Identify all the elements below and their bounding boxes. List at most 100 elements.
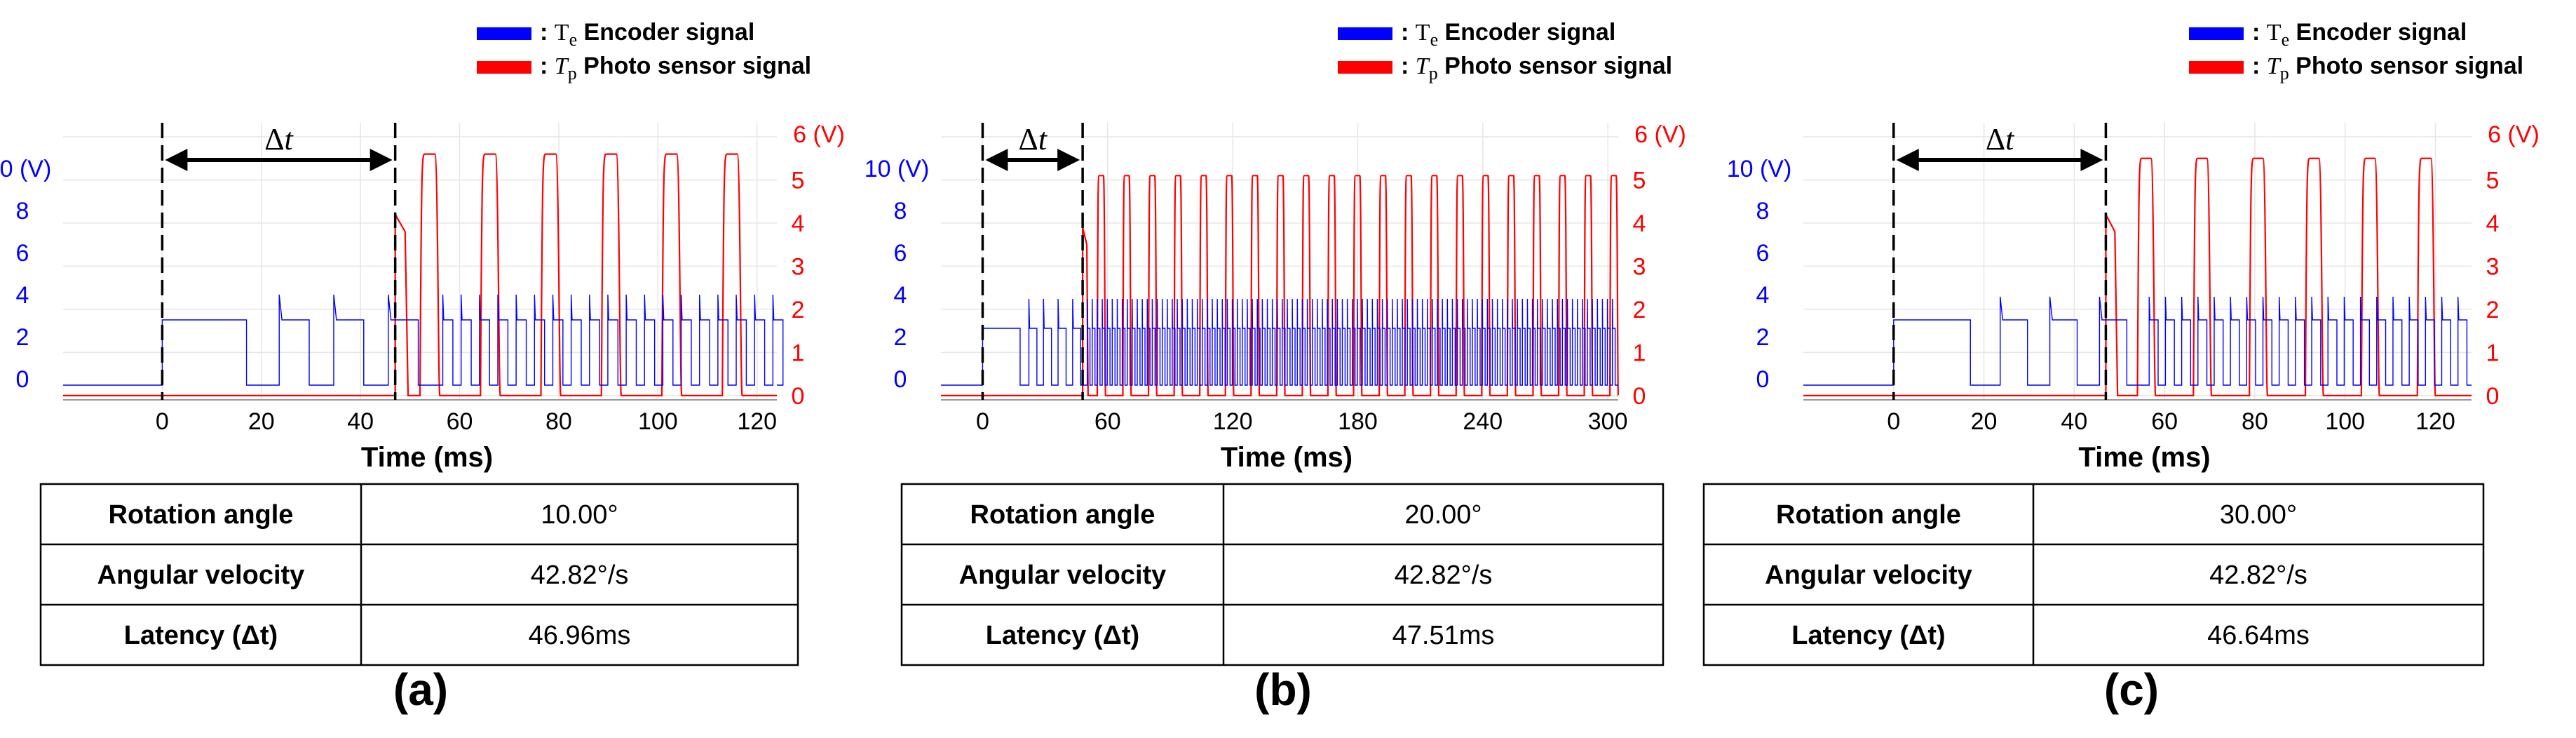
gridlines: [63, 123, 777, 400]
y-left-tick-label: 4: [894, 282, 907, 309]
x-tick-label: 80: [2242, 408, 2268, 435]
y-right-tick-label: 1: [792, 340, 805, 366]
x-tick-label: 40: [347, 408, 374, 435]
y-right-tick-label: 5: [2486, 167, 2500, 194]
legend-label: : Tp Photo sensor signal: [1401, 53, 1672, 83]
legend-swatch: [2189, 61, 2244, 74]
x-tick-label: 20: [1971, 408, 1998, 435]
legend-entry: : Te Encoder signal: [477, 19, 754, 50]
y-right-tick-label: 2: [2486, 297, 2500, 323]
table-row-header: Rotation angle: [1776, 500, 1961, 530]
legend-entry: : Tp Photo sensor signal: [477, 53, 811, 83]
x-tick-label: 60: [2151, 408, 2178, 435]
table-value: 46.64ms: [2207, 621, 2310, 650]
table-row-header: Rotation angle: [109, 500, 294, 530]
legend-label: : Tp Photo sensor signal: [2252, 53, 2523, 83]
x-tick-label: 120: [2415, 408, 2455, 435]
table-value: 30.00°: [2220, 500, 2297, 530]
delta-t-arrowhead-right: [370, 149, 393, 171]
legend-entry: : Tp Photo sensor signal: [1338, 53, 1672, 83]
x-tick-label: 80: [545, 408, 572, 435]
table-border: [39, 483, 799, 666]
photo-sensor-series: [941, 175, 1620, 396]
table-border: [1702, 483, 2485, 666]
x-tick-label: 60: [1094, 408, 1121, 435]
y-left-tick-label: 2: [894, 324, 907, 351]
table-value: 47.51ms: [1392, 621, 1495, 650]
x-tick-label: 0: [156, 408, 169, 435]
y-left-tick-label: 0: [1756, 366, 1770, 393]
encoder-series: [1803, 296, 2472, 386]
table-row-header: Angular velocity: [97, 561, 305, 590]
chart-panel-c: Δt 0 2 4 6 8 10 (V) 0 1 2 3 4 5 6 (V) 0 20 40 60 80 100 120 T…: [1702, 19, 2540, 715]
y-right-tick-label: 1: [1633, 340, 1646, 366]
x-tick-label: 100: [2325, 408, 2365, 435]
table-value: 20.00°: [1404, 500, 1482, 530]
table-row-header: Angular velocity: [959, 561, 1167, 590]
y-right-tick-label: 1: [2486, 340, 2500, 366]
legend-swatch: [2189, 27, 2244, 40]
delta-t-arrowhead-left: [985, 149, 1008, 171]
panel-label: (b): [1254, 664, 1312, 715]
y-left-tick-label: 6: [16, 240, 29, 267]
y-left-tick-label: 8: [894, 198, 907, 224]
y-left-unit-label: 10 (V): [865, 156, 930, 182]
table-row-header: Latency (Δt): [1791, 621, 1945, 650]
delta-t-arrowhead-right: [2080, 149, 2103, 171]
x-axis-label: Time (ms): [361, 442, 493, 473]
x-tick-label: 100: [638, 408, 678, 435]
chart-panel-a: Δt 0 2 4 6 8 10 (V) 0 1 2 3 4 5 6 (V) 0 20 40 60 80 100 120 T…: [0, 19, 845, 715]
table-value: 42.82°/s: [2209, 561, 2307, 590]
y-right-tick-label: 3: [792, 253, 805, 280]
panel-label: (c): [2104, 664, 2159, 715]
delta-t-label: Δt: [1986, 122, 2015, 156]
legend-label: : Te Encoder signal: [540, 19, 754, 50]
y-left-tick-label: 6: [1756, 240, 1770, 267]
table-border: [900, 483, 1665, 666]
info-table: Rotation angle 20.00° Angular velocity 42.8…: [900, 483, 1665, 666]
delta-t-arrowhead-left: [1896, 149, 1919, 171]
y-left-tick-label: 4: [1756, 282, 1770, 309]
y-right-tick-label: 0: [1633, 383, 1646, 410]
y-right-tick-label: 5: [792, 167, 805, 194]
info-table: Rotation angle 30.00° Angular velocity 42.8…: [1702, 483, 2485, 666]
delta-t-label: Δt: [1019, 122, 1048, 156]
y-right-tick-label: 0: [2486, 383, 2500, 410]
y-left-unit-label: 10 (V): [1727, 156, 1792, 182]
y-right-unit-label: 6 (V): [1634, 121, 1686, 148]
y-right-unit-label: 6 (V): [2488, 121, 2540, 148]
legend-swatch: [477, 61, 531, 74]
chart-panel-b: Δt 0 2 4 6 8 10 (V) 0 1 2 3 4 5 6 (V) 0 60 120 180 240 300 T…: [865, 19, 1686, 715]
encoder-series: [63, 294, 784, 386]
y-right-tick-label: 2: [792, 297, 805, 323]
x-tick-label: 60: [447, 408, 473, 435]
x-tick-label: 240: [1463, 408, 1503, 435]
info-table: Rotation angle 10.00° Angular velocity 42.8…: [39, 483, 799, 666]
y-left-tick-label: 8: [1756, 198, 1770, 224]
y-right-tick-label: 2: [1633, 297, 1646, 323]
y-right-tick-label: 5: [1633, 167, 1646, 194]
y-right-tick-label: 3: [2486, 253, 2500, 280]
photo-sensor-series: [63, 153, 777, 396]
y-left-tick-label: 6: [894, 240, 907, 267]
y-right-tick-label: 4: [2486, 210, 2500, 237]
y-right-tick-label: 0: [792, 383, 805, 410]
x-axis-label: Time (ms): [2078, 442, 2210, 473]
y-left-unit-label: 10 (V): [0, 156, 51, 182]
y-left-tick-label: 4: [16, 282, 29, 309]
y-right-tick-label: 4: [1633, 210, 1646, 237]
y-left-tick-label: 0: [894, 366, 907, 393]
table-value: 46.96ms: [529, 621, 631, 650]
legend-label: : Te Encoder signal: [1401, 19, 1615, 50]
legend-swatch: [477, 27, 531, 40]
delta-t-arrowhead-left: [165, 149, 188, 171]
y-right-tick-label: 3: [1633, 253, 1646, 280]
y-left-tick-label: 8: [16, 198, 29, 224]
y-right-unit-label: 6 (V): [793, 121, 845, 148]
legend-label: : Tp Photo sensor signal: [540, 53, 811, 83]
delta-t-label: Δt: [264, 122, 294, 156]
y-right-tick-label: 4: [792, 210, 805, 237]
x-tick-label: 0: [976, 408, 989, 435]
legend-swatch: [1338, 27, 1392, 40]
